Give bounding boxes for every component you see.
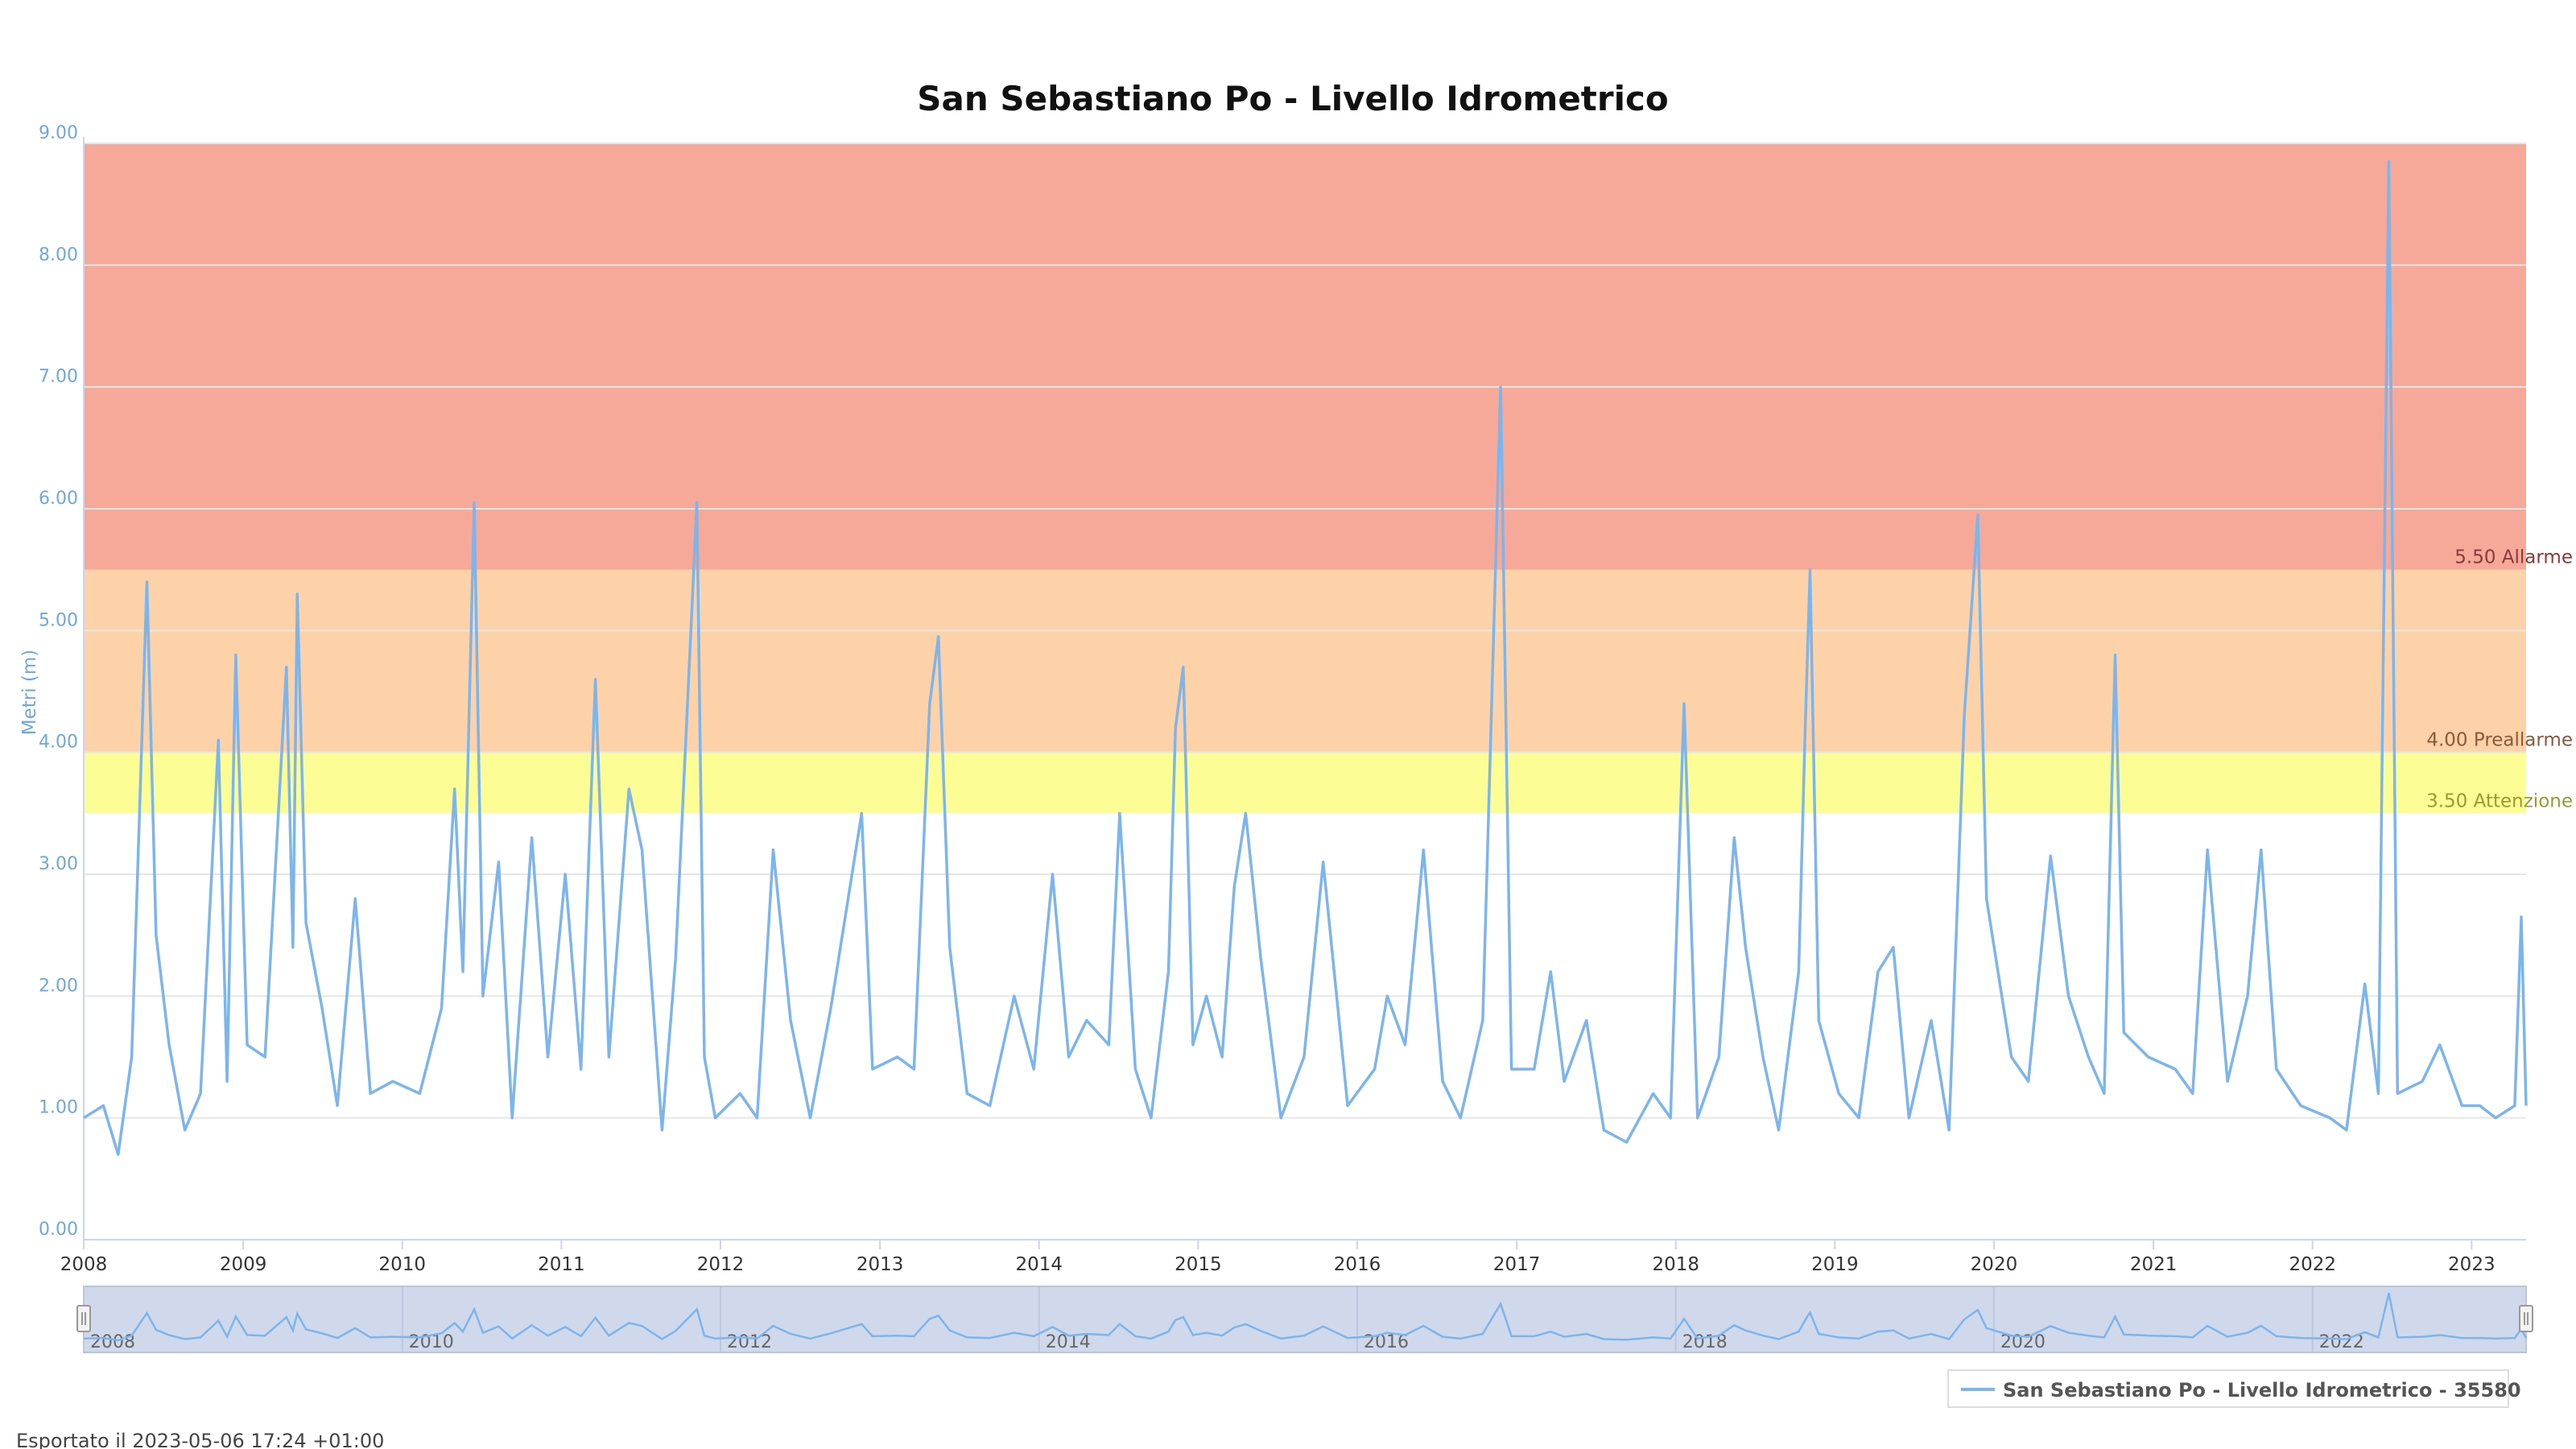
threshold-label: 5.50 Allarme	[2454, 547, 2573, 568]
x-tick-label: 2023	[2448, 1254, 2496, 1275]
threshold-band-1	[84, 569, 2526, 753]
y-tick-label: 2.00	[39, 976, 78, 996]
y-tick-label: 0.00	[39, 1220, 78, 1240]
navigator-handle-left[interactable]	[76, 1305, 91, 1332]
threshold-label: 4.00 Preallarme	[2426, 730, 2573, 751]
navigator-grid	[83, 1286, 2314, 1352]
series-line[interactable]	[83, 159, 2528, 1156]
threshold-band-2	[84, 143, 2526, 570]
y-tick-label: 1.00	[39, 1098, 78, 1118]
x-tick-label: 2010	[378, 1254, 426, 1275]
x-tick-label: 2014	[1015, 1254, 1063, 1275]
navigator-tick-label: 2008	[90, 1332, 135, 1352]
x-tick-label: 2015	[1174, 1254, 1222, 1275]
legend-box	[1947, 1369, 2509, 1408]
legend-label: San Sebastiano Po - Livello Idrometrico …	[2003, 1379, 2521, 1402]
navigator-ticks: 2008 2010 2012 2014 2016 2018 2020 2022	[90, 1332, 2364, 1352]
x-tick-label: 2013	[857, 1254, 904, 1275]
navigator-series-line	[83, 1293, 2528, 1342]
x-axis-ticks: 2008 2009 2010 2011 2012 2013 2014 2015 2016 2017…	[60, 1240, 2496, 1275]
x-tick-label: 2017	[1493, 1254, 1541, 1275]
legend[interactable]: San Sebastiano Po - Livello Idrometrico …	[1947, 1369, 2521, 1408]
chart-title: San Sebastiano Po - Livello Idrometrico	[917, 79, 1669, 118]
y-axis-ticks: 0.00 1.00 2.00 3.00 4.00 5.00 6.00 7.00 8.00 9.00	[39, 123, 78, 1240]
threshold-band-0	[84, 752, 2526, 814]
y-tick-label: 6.00	[39, 489, 78, 509]
y-tick-label: 4.00	[39, 733, 78, 753]
y-tick-label: 5.00	[39, 610, 78, 630]
grid-lines	[84, 142, 2526, 1241]
y-tick-label: 9.00	[39, 123, 78, 143]
y-tick-label: 3.00	[39, 854, 78, 874]
y-tick-label: 8.00	[39, 245, 78, 265]
x-tick-label: 2019	[1811, 1254, 1859, 1275]
threshold-bands	[84, 143, 2526, 814]
x-tick-label: 2022	[2289, 1254, 2336, 1275]
x-tick-label: 2011	[538, 1254, 585, 1275]
y-axis-label: Metri (m)	[19, 650, 40, 736]
navigator-tick-label: 2012	[727, 1332, 772, 1352]
y-tick-label: 7.00	[39, 367, 78, 387]
x-tick-label: 2018	[1652, 1254, 1699, 1275]
x-tick-label: 2020	[1971, 1254, 2018, 1275]
threshold-label: 3.50 Attenzione	[2426, 791, 2573, 811]
export-timestamp: Esportato il 2023-05-06 17:24 +01:00	[16, 1430, 384, 1449]
threshold-labels: 3.50 Attenzione 4.00 Preallarme 5.50 Allar…	[2426, 547, 2573, 812]
x-tick-label: 2021	[2130, 1254, 2178, 1275]
x-tick-label: 2009	[220, 1254, 267, 1275]
navigator-handle-right[interactable]	[2519, 1305, 2533, 1332]
navigator-background[interactable]	[83, 1286, 2527, 1353]
x-tick-label: 2008	[60, 1254, 108, 1275]
x-tick-label: 2016	[1334, 1254, 1381, 1275]
x-tick-label: 2012	[697, 1254, 745, 1275]
